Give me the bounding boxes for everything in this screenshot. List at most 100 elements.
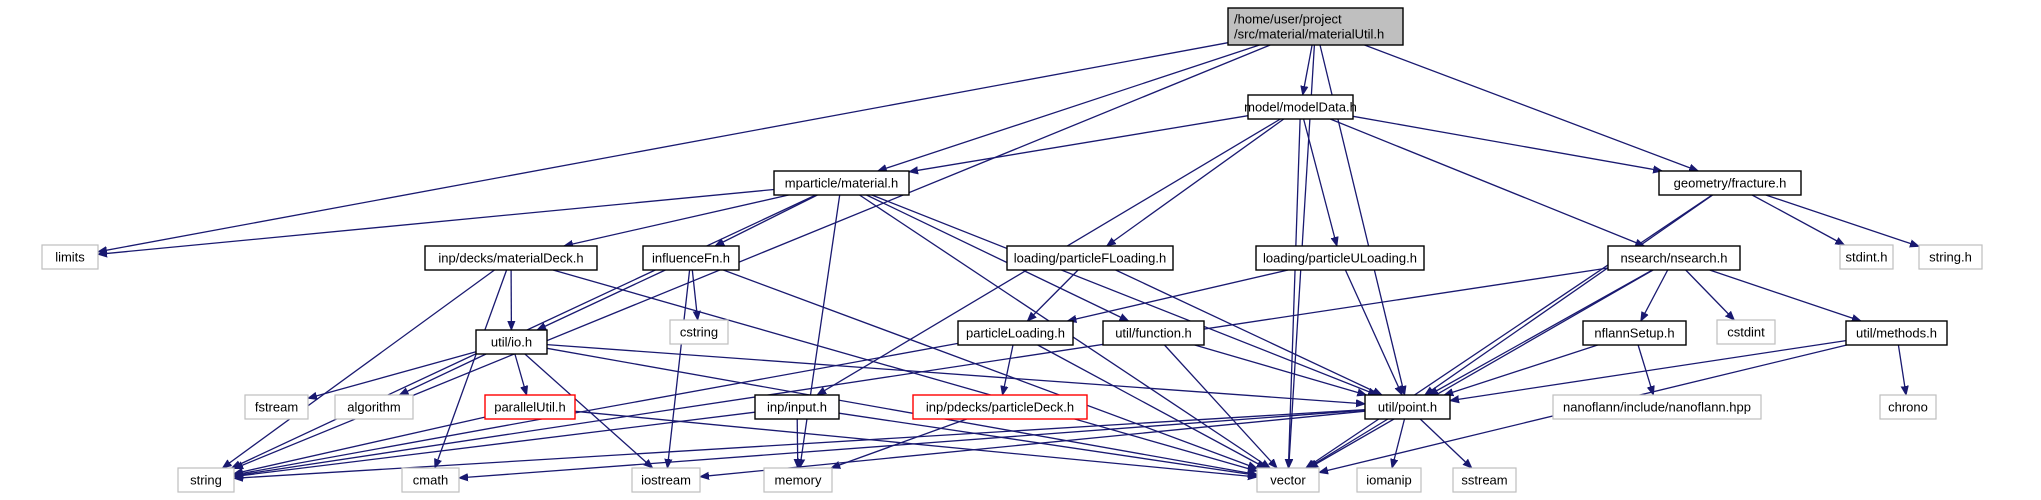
edge-materialDeck-to-cmath [435,269,508,468]
node-box-modelData[interactable] [1247,94,1354,120]
node-box-particleDeck[interactable] [912,394,1088,420]
node-box-point[interactable] [1364,394,1451,420]
edge-modelData-to-material [909,115,1249,172]
node-box-function[interactable] [1102,320,1205,346]
node-particleLoading[interactable]: particleLoading.h [957,320,1074,346]
node-label-parallelUtil: parallelUtil.h [494,400,566,415]
node-nflannSetup[interactable]: nflannSetup.h [1582,320,1687,346]
edge-io-to-vector [546,347,1257,474]
edge-pULoading-to-particleLoading [1067,269,1289,321]
node-box-nflannSetup[interactable] [1582,320,1687,346]
node-nanoflann: nanoflann/include/nanoflann.hpp [1552,394,1762,420]
edge-modelData-to-pULoading [1302,118,1337,246]
node-label-iostream: iostream [641,473,691,488]
node-pFLoading[interactable]: loading/particleFLoading.h [1006,245,1174,271]
node-box-chrono [1879,394,1937,420]
edge-point-to-iomanip [1392,418,1406,468]
node-parallelUtil[interactable]: parallelUtil.h [484,394,576,420]
node-sstream: sstream [1452,467,1517,493]
edge-nflannSetup-to-nanoflann [1637,344,1653,395]
edge-material-to-materialDeck [564,194,789,246]
edge-modelData-to-nsearch [1329,118,1644,247]
node-box-particleLoading[interactable] [957,320,1074,346]
node-box-input[interactable] [754,394,840,420]
node-box-methods[interactable] [1845,320,1948,346]
edge-io-to-fstream [308,351,477,399]
edge-point-to-vector [1308,418,1389,468]
node-label-material: mparticle/material.h [785,176,898,191]
node-fracture[interactable]: geometry/fracture.h [1658,170,1802,196]
node-box-limits [41,244,99,270]
node-chrono: chrono [1879,394,1937,420]
edge-fracture-to-vector [1306,194,1713,468]
edge-materialDeck-to-string [223,269,495,468]
node-box-algorithm [334,394,414,420]
node-box-materialDeck[interactable] [424,245,598,271]
node-cmath: cmath [401,467,460,493]
node-material[interactable]: mparticle/material.h [773,170,910,196]
node-box-iomanip [1356,467,1422,493]
node-label-pULoading: loading/particleULoading.h [1263,251,1417,266]
node-label-materialDeck: inp/decks/materialDeck.h [438,251,583,266]
node-label-root: /home/user/project [1234,12,1342,27]
edge-function-to-point [1194,344,1367,395]
edge-methods-to-point [1450,339,1847,401]
node-point[interactable]: util/point.h [1364,394,1451,420]
edge-pFLoading-to-point [1115,269,1382,396]
node-materialDeck[interactable]: inp/decks/materialDeck.h [424,245,598,271]
node-label-particleDeck: inp/pdecks/particleDeck.h [926,400,1074,415]
node-root[interactable]: /home/user/project/src/material/material… [1227,7,1404,46]
node-algorithm: algorithm [334,394,414,420]
node-box-nanoflann [1552,394,1762,420]
node-box-material[interactable] [773,170,910,196]
edge-fracture-to-point [1425,194,1714,395]
edge-root-to-material [878,44,1260,171]
node-box-pULoading[interactable] [1255,245,1425,271]
node-box-string [177,467,235,493]
node-input[interactable]: inp/input.h [754,394,840,420]
node-nsearch[interactable]: nsearch/nsearch.h [1607,245,1741,271]
node-label-stdint: stdint.h [1846,250,1888,265]
node-modelData[interactable]: model/modelData.h [1244,94,1357,120]
edge-particleLoading-to-vector [1037,344,1266,468]
edge-material-to-limits [98,188,775,255]
node-label-stringh: string.h [1929,250,1972,265]
node-methods[interactable]: util/methods.h [1845,320,1948,346]
node-function[interactable]: util/function.h [1102,320,1205,346]
node-box-parallelUtil[interactable] [484,394,576,420]
node-fstream: fstream [244,394,309,420]
node-label-nsearch: nsearch/nsearch.h [1621,251,1728,266]
node-io[interactable]: util/io.h [475,329,548,355]
edge-nsearch-to-nflannSetup [1640,269,1669,321]
node-label-cstring: cstring [680,325,718,340]
node-label-string: string [190,473,222,488]
node-box-root[interactable] [1227,7,1404,46]
node-iomanip: iomanip [1356,467,1422,493]
edge-nsearch-to-cstdint [1685,269,1735,320]
node-box-pFLoading[interactable] [1006,245,1174,271]
node-box-fracture[interactable] [1658,170,1802,196]
node-box-nsearch[interactable] [1607,245,1741,271]
edge-nflannSetup-to-point [1444,344,1598,395]
edge-modelData-to-pFLoading [1107,118,1285,246]
edge-input-to-string [234,411,756,476]
edge-particleDeck-to-memory [831,418,968,468]
edge-nsearch-to-point [1429,269,1653,395]
edge-point-to-iostream [700,410,1366,477]
node-label-limits: limits [55,250,85,265]
node-box-influenceFn[interactable] [642,245,740,271]
node-particleDeck[interactable]: inp/pdecks/particleDeck.h [912,394,1088,420]
node-limits: limits [41,244,99,270]
node-box-io[interactable] [475,329,548,355]
edge-pFLoading-to-particleLoading [1027,269,1079,321]
node-box-cstdint [1716,319,1776,345]
edge-io-to-algorithm [399,353,487,396]
node-label-cmath: cmath [413,473,448,488]
edge-influenceFn-to-vector [723,269,1257,469]
edge-particleLoading-to-string [234,342,959,475]
node-label-fstream: fstream [255,400,298,415]
node-influenceFn[interactable]: influenceFn.h [642,245,740,271]
edge-nsearch-to-methods [1709,269,1861,321]
node-pULoading[interactable]: loading/particleULoading.h [1255,245,1425,271]
